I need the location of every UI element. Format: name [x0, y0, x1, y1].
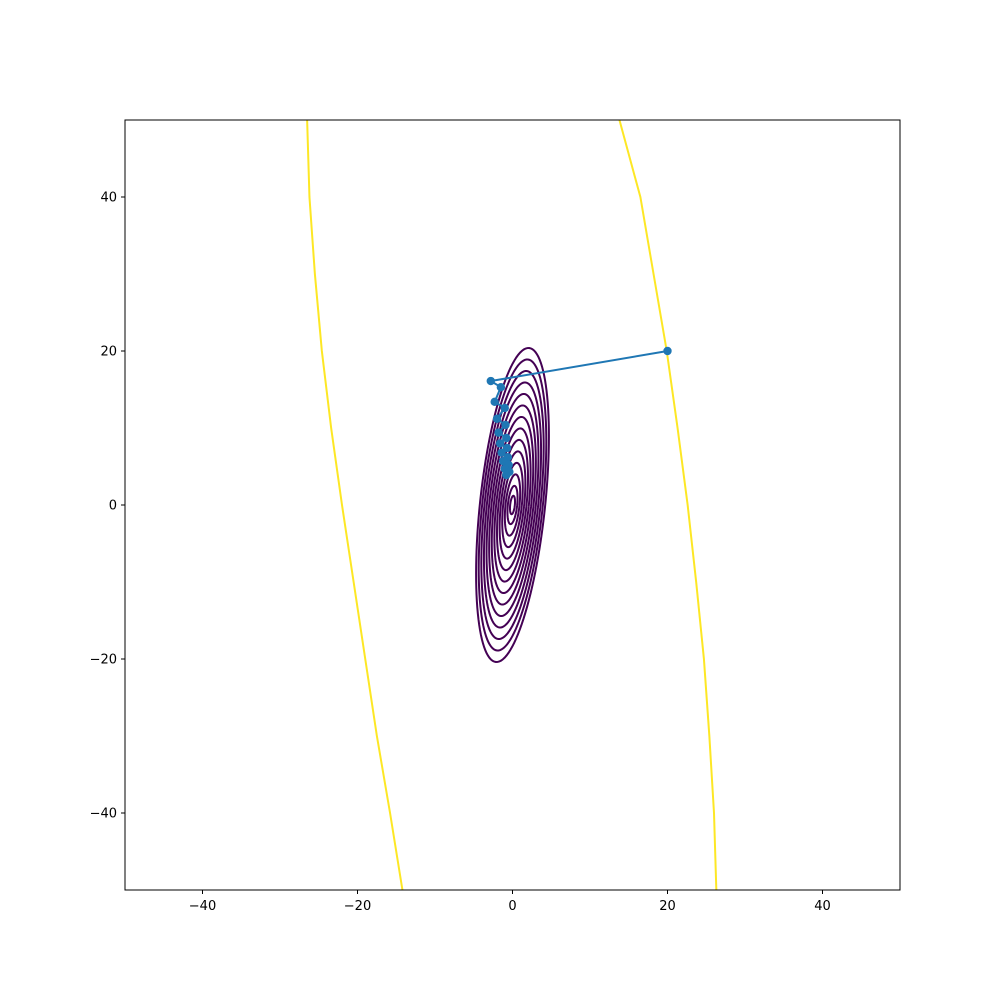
path-point	[501, 420, 510, 430]
contour-level-9	[495, 438, 530, 572]
path-point	[500, 403, 509, 413]
path-point	[486, 376, 495, 386]
path-point	[494, 428, 503, 437]
path-point	[502, 470, 511, 480]
contour-level-11	[501, 461, 524, 549]
contour-level-2	[477, 358, 548, 652]
contour-level-1	[475, 347, 550, 663]
contour-level-5	[485, 392, 540, 618]
y-tick-label: 40	[100, 191, 117, 206]
x-tick-label: −20	[344, 899, 371, 914]
y-axis: −40 −20 0 20 40	[90, 191, 125, 822]
y-tick-label: 0	[109, 499, 117, 514]
contour-level-8	[493, 427, 532, 583]
x-tick-label: 0	[508, 899, 516, 914]
contour-level-4	[482, 381, 543, 629]
outer-contour-right	[618, 120, 718, 890]
contour-level-12	[503, 473, 522, 537]
y-tick-label: −40	[90, 807, 117, 822]
contour-level-3	[480, 369, 545, 641]
path-point	[495, 439, 505, 448]
y-tick-label: 20	[100, 345, 117, 360]
x-tick-label: −40	[189, 899, 216, 914]
plot-area	[306, 120, 718, 890]
path-point	[497, 448, 506, 457]
path-point	[496, 382, 506, 392]
path-point	[490, 397, 499, 407]
path-point	[502, 433, 511, 443]
contour-level-10	[498, 450, 527, 560]
contour-level-14	[508, 494, 517, 516]
contour-level-7	[490, 415, 535, 595]
x-tick-label: 40	[814, 899, 831, 914]
y-tick-label: −20	[90, 653, 117, 668]
x-tick-label: 20	[659, 899, 676, 914]
x-axis: −40 −20 0 20 40	[189, 890, 831, 914]
outer-contour-left	[306, 120, 404, 890]
contour-level-13	[506, 484, 519, 526]
contour-level-6	[488, 404, 537, 606]
path-point	[492, 414, 502, 423]
path-point	[663, 346, 672, 356]
